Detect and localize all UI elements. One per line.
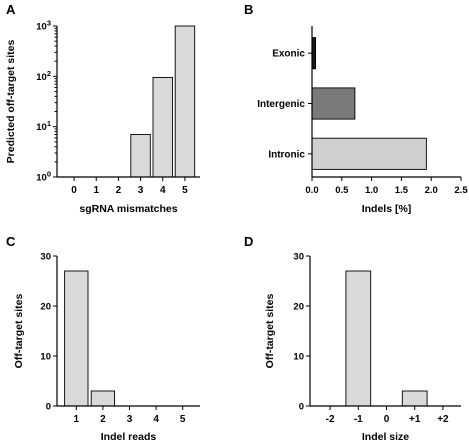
x-axis-label: Indel size bbox=[362, 431, 409, 443]
x-tick-label: 1 bbox=[93, 185, 99, 196]
category-label: Intronic bbox=[268, 149, 305, 160]
y-tick-label: 30 bbox=[293, 252, 304, 263]
y-tick-label: 100 bbox=[36, 170, 51, 184]
x-axis-label: Indels [%] bbox=[362, 203, 412, 215]
y-tick-label: 20 bbox=[40, 302, 51, 313]
x-tick-label: 2.0 bbox=[425, 185, 438, 196]
bars bbox=[345, 270, 428, 407]
panel-letter-d: D bbox=[244, 234, 253, 249]
x-ticks: -2 -1 0 +1 +2 bbox=[326, 406, 449, 425]
x-tick-label: 5 bbox=[182, 185, 188, 196]
bar--1 bbox=[345, 270, 372, 407]
bar-+1 bbox=[401, 390, 428, 407]
x-tick-label: 0.0 bbox=[305, 185, 318, 196]
bar-3 bbox=[130, 134, 151, 178]
y-ticks: 0 10 20 30 bbox=[40, 252, 57, 413]
x-ticks: 0 1 2 3 4 5 bbox=[71, 177, 188, 196]
y-tick-label: 101 bbox=[36, 119, 51, 133]
x-tick-label: 0.5 bbox=[335, 185, 349, 196]
x-axis-label: sgRNA mismatches bbox=[79, 203, 177, 215]
bars bbox=[64, 270, 116, 407]
x-tick-label: 2 bbox=[100, 414, 106, 425]
y-tick-label: 0 bbox=[46, 402, 51, 413]
panel-b: B Exonic Intergenic Intronic 0.0 0.5 1.0 1.5 2.0… bbox=[244, 2, 468, 215]
bar-intergenic bbox=[311, 87, 356, 120]
y-tick-label: 0 bbox=[299, 402, 304, 413]
category-label: Exonic bbox=[272, 49, 305, 60]
x-axis-label: Indel reads bbox=[101, 431, 157, 443]
y-tick-label: 30 bbox=[40, 252, 51, 263]
y-tick-label: 20 bbox=[293, 302, 304, 313]
x-ticks: 0.0 0.5 1.0 1.5 2.0 2.5 bbox=[305, 177, 468, 196]
category-label: Intergenic bbox=[257, 99, 305, 110]
panel-letter-b: B bbox=[244, 2, 253, 17]
x-tick-label: 0 bbox=[384, 414, 390, 425]
x-ticks: 1 2 3 4 5 bbox=[74, 406, 186, 425]
y-tick-label: 10 bbox=[40, 352, 51, 363]
y-tick-label: 102 bbox=[36, 69, 51, 83]
x-tick-label: 0 bbox=[71, 185, 77, 196]
x-tick-label: +2 bbox=[437, 414, 449, 425]
x-tick-label: -2 bbox=[326, 414, 335, 425]
y-ticks: 100 101 102 103 bbox=[36, 19, 57, 184]
bar-1 bbox=[64, 270, 89, 407]
bar-5 bbox=[174, 25, 196, 178]
x-tick-label: 2.5 bbox=[454, 185, 468, 196]
bar-4 bbox=[152, 77, 173, 178]
x-tick-label: 2 bbox=[116, 185, 122, 196]
x-tick-label: 1.5 bbox=[395, 185, 409, 196]
x-tick-label: 3 bbox=[127, 414, 133, 425]
y-axis-label: Predicted off-target sites bbox=[5, 39, 17, 163]
y-axis-label: Off-target sites bbox=[13, 294, 25, 369]
x-tick-label: 1.0 bbox=[365, 185, 378, 196]
bars bbox=[311, 37, 427, 170]
x-tick-label: 5 bbox=[180, 414, 186, 425]
y-axis-label: Off-target sites bbox=[264, 294, 276, 369]
x-tick-label: 4 bbox=[153, 414, 159, 425]
bar-2 bbox=[90, 390, 116, 407]
x-tick-label: -1 bbox=[354, 414, 363, 425]
bar-intronic bbox=[311, 137, 427, 170]
panel-a: A 100 101 102 103 0 1 2 3 4 5 sgRNA mismatches Predi… bbox=[5, 2, 200, 215]
y-tick-label: 10 bbox=[293, 352, 304, 363]
panel-letter-a: A bbox=[6, 2, 16, 17]
y-tick-label: 103 bbox=[36, 19, 51, 33]
category-labels: Exonic Intergenic Intronic bbox=[257, 49, 312, 160]
x-tick-label: +1 bbox=[409, 414, 421, 425]
x-tick-label: 1 bbox=[74, 414, 80, 425]
panel-d: D 0 10 20 30 -2 -1 0 +1 +2 Indel size Off-target si… bbox=[244, 234, 461, 443]
bars bbox=[130, 25, 196, 178]
panel-c: C 0 10 20 30 1 2 3 4 5 Indel reads Off-target sites bbox=[6, 234, 200, 443]
panel-letter-c: C bbox=[6, 234, 16, 249]
x-tick-label: 4 bbox=[160, 185, 166, 196]
x-tick-label: 3 bbox=[138, 185, 144, 196]
y-ticks: 0 10 20 30 bbox=[293, 252, 310, 413]
